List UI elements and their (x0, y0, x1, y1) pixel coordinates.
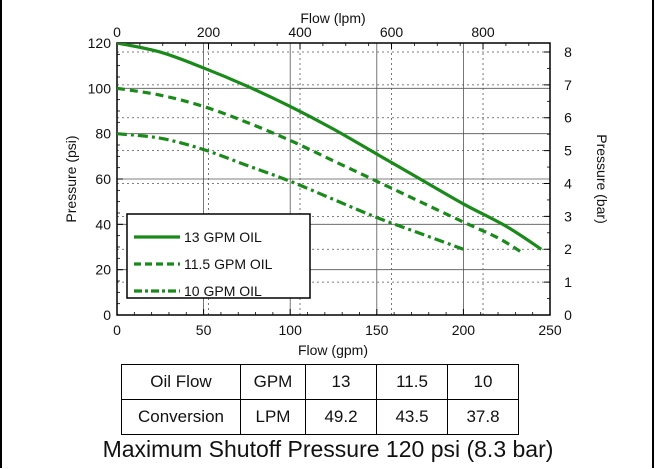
y-tick-label: 20 (95, 262, 111, 278)
y-tick-label: 60 (95, 171, 111, 187)
table-cell: Oil Flow (121, 364, 241, 400)
x2-tick-label: 600 (380, 24, 404, 40)
table-cell: 43.5 (376, 399, 448, 435)
y2-tick-label: 6 (564, 110, 572, 126)
table-row: Conversion LPM 49.2 43.5 37.8 (121, 399, 519, 435)
x2-tick-label: 0 (113, 24, 121, 40)
y2-tick-label: 5 (564, 143, 572, 159)
y2-tick-label: 8 (564, 44, 572, 60)
top-axis-label: Flow (lpm) (300, 10, 365, 26)
y-tick-label: 0 (103, 307, 111, 323)
table-cell: 10 (447, 364, 519, 400)
x-tick-label: 100 (279, 322, 303, 338)
table-cell: 11.5 (376, 364, 448, 400)
y-tick-label: 80 (95, 126, 111, 142)
table-row: Oil Flow GPM 13 11.5 10 (121, 364, 519, 400)
y2-tick-label: 1 (564, 274, 572, 290)
legend-label: 13 GPM OIL (184, 229, 262, 245)
right-axis-label: Pressure (bar) (594, 134, 610, 223)
table-cell: GPM (240, 364, 306, 400)
legend-box (126, 213, 311, 299)
table-cell: 49.2 (305, 399, 377, 435)
y2-tick-label: 7 (564, 77, 572, 93)
legend-label: 10 GPM OIL (184, 283, 262, 299)
table-cell: 37.8 (447, 399, 519, 435)
legend-label: 11.5 GPM OIL (184, 256, 273, 272)
table-cell: LPM (240, 399, 306, 435)
y2-tick-label: 4 (564, 175, 572, 191)
y2-tick-label: 0 (564, 307, 572, 323)
x2-tick-label: 800 (471, 24, 495, 40)
x-tick-label: 0 (113, 322, 121, 338)
x-axis-label: Flow (gpm) (298, 342, 368, 358)
series-line (117, 86, 525, 256)
y-axis-label: Pressure (psi) (63, 135, 79, 222)
x2-tick-label: 400 (288, 24, 312, 40)
legend: 13 GPM OIL 11.5 GPM OIL 10 GPM OIL (126, 213, 311, 299)
y-tick-label: 40 (95, 216, 111, 232)
series-lines (117, 43, 543, 256)
y2-tick-label: 2 (564, 241, 572, 257)
table-cell: Conversion (121, 399, 241, 435)
series-line (117, 132, 464, 251)
max-shutoff-pressure-note: Maximum Shutoff Pressure 120 psi (8.3 ba… (102, 436, 554, 462)
y-tick-label: 100 (88, 80, 112, 96)
y2-tick-label: 3 (564, 208, 572, 224)
x-tick-label: 200 (452, 322, 476, 338)
series-line (117, 43, 543, 251)
table-cell: 13 (305, 364, 377, 400)
flow-conversion-table: Oil Flow GPM 13 11.5 10 Conversion LPM 4… (121, 364, 519, 435)
x-tick-label: 50 (196, 322, 212, 338)
y-tick-label: 120 (88, 35, 112, 51)
x-tick-label: 150 (365, 322, 389, 338)
x-tick-label: 250 (538, 322, 562, 338)
x2-tick-label: 200 (197, 24, 221, 40)
